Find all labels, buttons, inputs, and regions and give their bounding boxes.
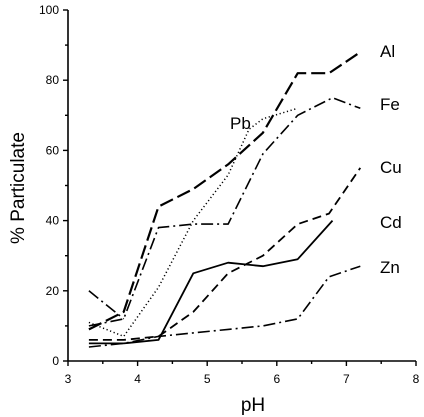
series-line-fe: [88, 97, 361, 327]
series-line-pb: [88, 107, 298, 338]
series-layer: [88, 51, 362, 348]
series-line-cd: [88, 219, 334, 345]
y-tick-label: 20: [46, 284, 60, 298]
x-tick-label: 7: [343, 372, 350, 386]
series-line-unlabeled-6: [88, 290, 125, 320]
x-axis-title: pH: [241, 395, 265, 416]
series-line-zn: [88, 265, 361, 348]
series-label-cu: Cu: [380, 158, 402, 177]
x-tick-label: 4: [134, 372, 141, 386]
series-line-al: [88, 51, 361, 331]
x-tick-label: 6: [273, 372, 280, 386]
y-tick-label: 100: [39, 3, 59, 17]
y-tick-label: 0: [52, 354, 59, 368]
x-tick-label: 8: [413, 372, 420, 386]
series-labels: Al Fe Pb Cu Cd Zn: [230, 42, 402, 277]
series-label-cd: Cd: [380, 213, 402, 232]
series-label-al: Al: [380, 42, 395, 61]
x-tick-label: 5: [204, 372, 211, 386]
series-label-fe: Fe: [380, 95, 400, 114]
y-axis-title: % Particulate: [8, 132, 29, 244]
y-tick-label: 60: [46, 143, 60, 157]
y-tick-label: 80: [46, 73, 60, 87]
x-tick-label: 3: [65, 372, 72, 386]
series-label-pb: Pb: [230, 114, 251, 133]
series-line-cu: [88, 167, 362, 341]
y-tick-label: 40: [46, 214, 60, 228]
series-label-zn: Zn: [380, 258, 400, 277]
